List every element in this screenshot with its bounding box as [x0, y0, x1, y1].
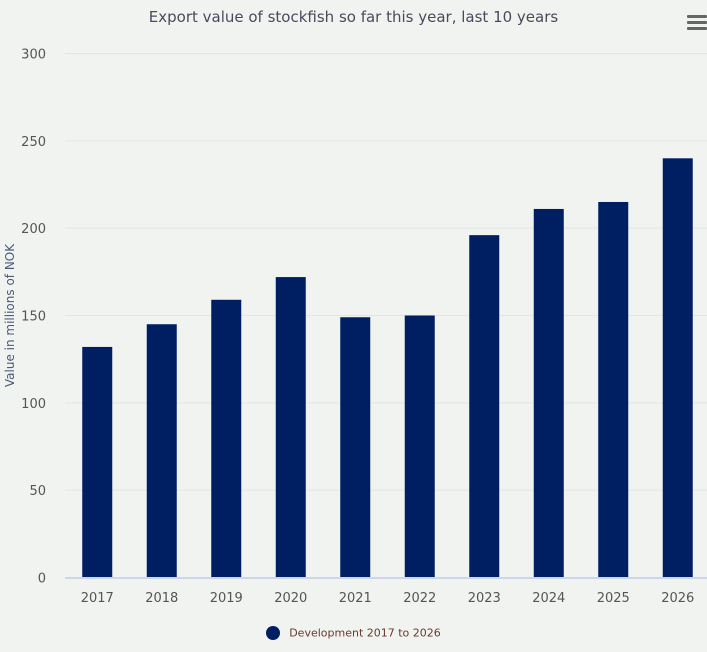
x-tick-label: 2024: [532, 591, 565, 606]
y-tick-label: 300: [21, 48, 46, 63]
legend-marker: [266, 626, 281, 640]
chart-title: Export value of stockfish so far this ye…: [148, 8, 559, 26]
bar-2026: [662, 158, 693, 578]
bar-2018: [146, 324, 177, 578]
legend-item[interactable]: Development 2017 to 2026: [0, 626, 707, 640]
bar-2020: [275, 277, 306, 578]
x-tick-label: 2026: [661, 591, 694, 606]
bar-2025: [598, 201, 629, 578]
bar-2019: [211, 299, 242, 578]
bar-2024: [533, 208, 564, 578]
y-tick-label: 150: [21, 310, 46, 325]
x-tick-label: 2025: [597, 591, 630, 606]
x-tick-label: 2018: [145, 591, 178, 606]
y-tick-label: 250: [21, 135, 46, 150]
hamburger-menu-icon[interactable]: [687, 15, 707, 33]
bar-2023: [469, 235, 500, 578]
x-tick-label: 2022: [403, 591, 436, 606]
y-tick-label: 200: [21, 222, 46, 237]
x-tick-label: 2020: [274, 591, 307, 606]
x-tick-label: 2019: [210, 591, 243, 606]
bar-2022: [404, 315, 435, 578]
y-tick-label: 50: [29, 484, 46, 499]
legend-label: Development 2017 to 2026: [289, 626, 441, 640]
bar-2017: [82, 346, 113, 578]
x-tick-label: 2023: [468, 591, 501, 606]
bar-2021: [340, 317, 371, 578]
y-axis-label: Value in millions of NOK: [3, 243, 17, 387]
y-tick-label: 0: [38, 572, 46, 587]
y-tick-label: 100: [21, 397, 46, 412]
x-tick-label: 2021: [339, 591, 372, 606]
x-tick-label: 2017: [81, 591, 114, 606]
